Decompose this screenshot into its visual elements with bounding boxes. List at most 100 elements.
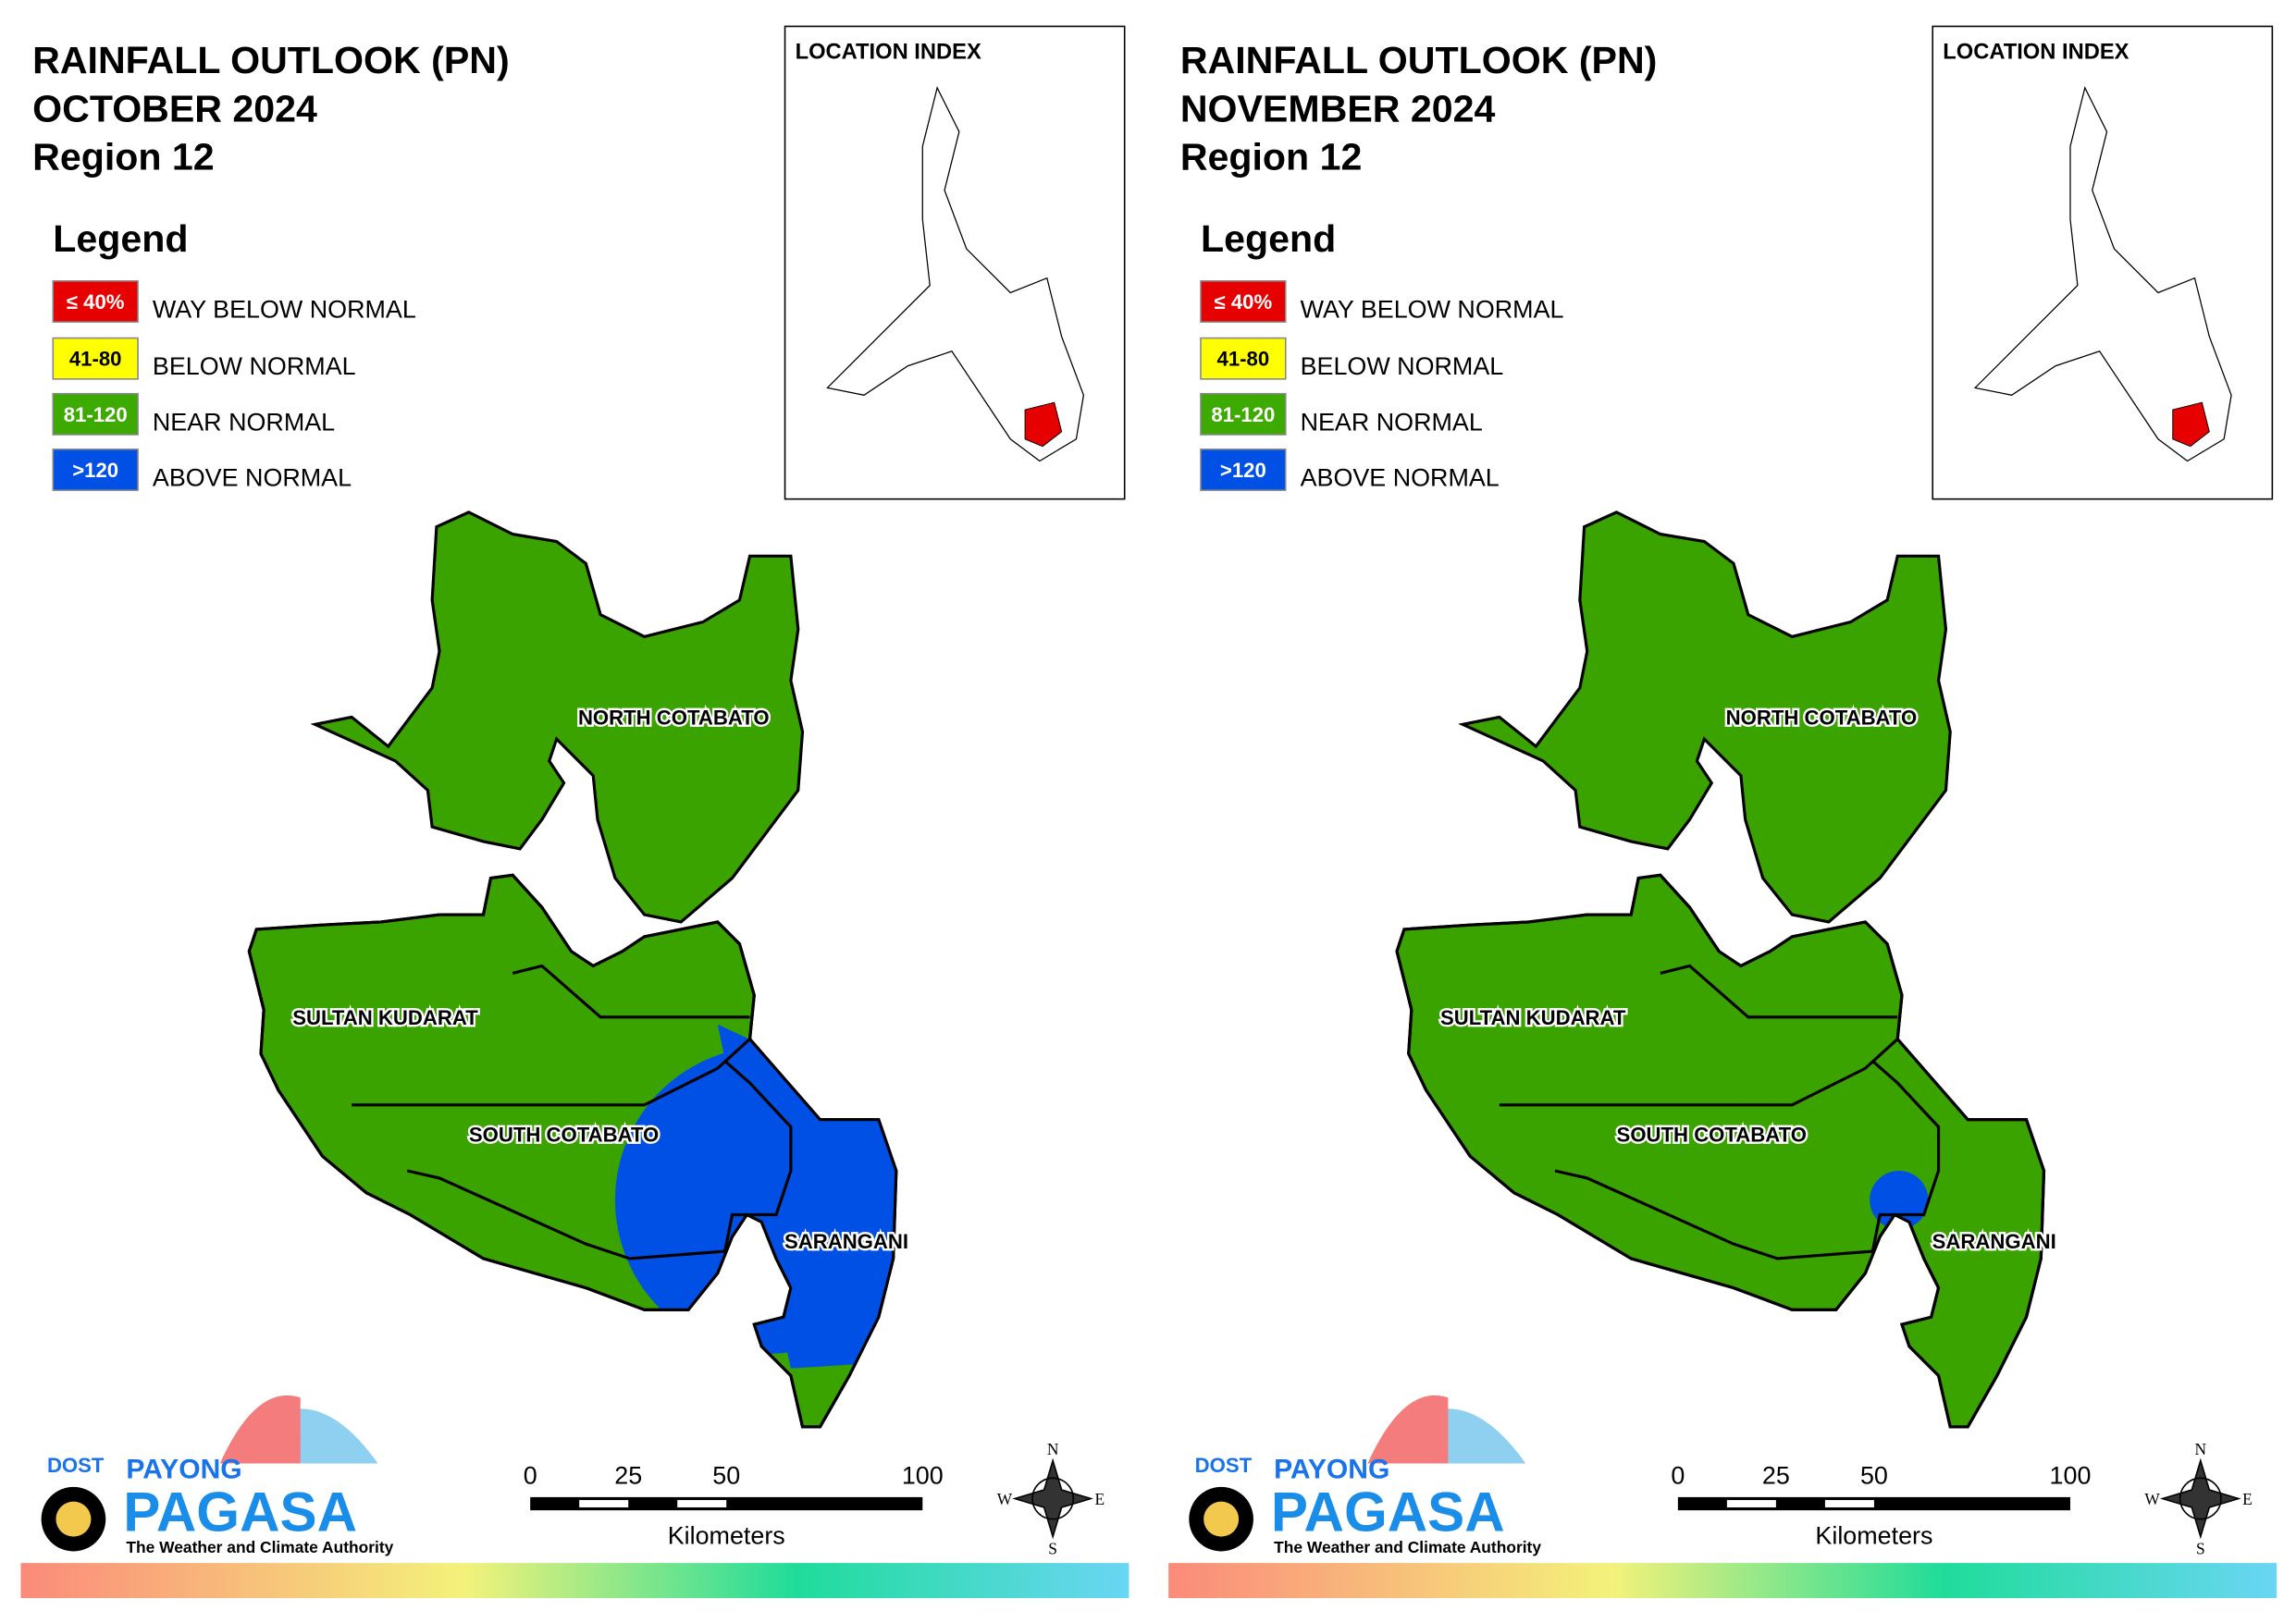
location-box — [1932, 25, 2274, 500]
title-line: RAINFALL OUTLOOK (PN) — [32, 39, 510, 81]
legend-swatch — [1200, 449, 1287, 491]
compass-letter: W — [2144, 1490, 2160, 1508]
scale-segment — [677, 1500, 727, 1507]
scale-unit: Kilometers — [668, 1522, 785, 1550]
logo-pagasa: PAGASA — [1271, 1481, 1505, 1543]
province-label: SOUTH COTABATO — [469, 1123, 659, 1146]
legend-swatch — [52, 337, 139, 380]
legend-label: 41-80 — [1217, 348, 1270, 371]
title-line: OCTOBER 2024 — [32, 87, 317, 129]
logo-tagline: The Weather and Climate Authority — [1274, 1538, 1541, 1556]
province-label: SULTAN KUDARAT — [292, 1006, 478, 1029]
legend-swatch — [1200, 337, 1287, 380]
province-border — [1870, 1060, 1941, 1252]
logo-seal-inner — [1204, 1501, 1240, 1537]
scale-tick-label: 100 — [902, 1462, 944, 1490]
scale-tick-label: 0 — [1671, 1462, 1685, 1490]
umbrella-left — [1367, 1395, 1449, 1464]
logo-pagasa: PAGASA — [123, 1481, 357, 1543]
compass-letter: E — [2242, 1490, 2253, 1508]
compass-rose — [1012, 1457, 1094, 1540]
compass-letter: S — [2196, 1540, 2205, 1558]
compass-letter: S — [1048, 1540, 1057, 1558]
province-label: SULTAN KUDARAT — [1440, 1006, 1626, 1029]
legend-title: Legend — [1201, 217, 1336, 260]
location-title: LOCATION INDEX — [796, 40, 981, 64]
legend-title: Legend — [53, 217, 188, 260]
scale-unit: Kilometers — [1815, 1522, 1932, 1550]
compass-letter: N — [1047, 1440, 1059, 1458]
color-band — [20, 1563, 1129, 1599]
legend-text: NEAR NORMAL — [153, 408, 335, 436]
legend-text: ABOVE NORMAL — [1301, 463, 1500, 491]
scale-tick-label: 0 — [524, 1462, 537, 1490]
province-label: NORTH COTABATO — [578, 706, 770, 729]
province-label: SARANGANI — [1932, 1230, 2056, 1253]
province-label: SOUTH COTABATO — [1617, 1123, 1807, 1146]
title-line: RAINFALL OUTLOOK (PN) — [1180, 39, 1658, 81]
compass-rose — [2159, 1457, 2241, 1540]
province-border — [512, 964, 750, 1019]
scale-tick-label: 25 — [614, 1462, 642, 1490]
legend-swatch — [1200, 392, 1287, 436]
province-area — [1458, 510, 1952, 924]
legend-label: ≤ 40% — [1215, 290, 1273, 314]
province-border — [1660, 964, 1898, 1019]
logo-dost: DOST — [1195, 1454, 1253, 1477]
umbrella-left — [219, 1395, 301, 1464]
logo-payong: PAYONG — [126, 1454, 241, 1484]
province-border — [352, 1038, 751, 1107]
legend-label: >120 — [1220, 459, 1266, 482]
logo-dost: DOST — [47, 1454, 105, 1477]
province-border — [406, 1169, 725, 1260]
compass-letter: W — [997, 1490, 1013, 1508]
scale-segment — [579, 1500, 629, 1507]
philippines-outline — [826, 86, 1085, 462]
legend-text: WAY BELOW NORMAL — [1301, 295, 1564, 323]
legend-text: ABOVE NORMAL — [153, 463, 352, 491]
province-border — [1554, 1169, 1873, 1260]
logo-tagline: The Weather and Climate Authority — [126, 1538, 393, 1556]
compass-ring — [1031, 1477, 1075, 1520]
title-line: NOVEMBER 2024 — [1180, 87, 1496, 129]
location-title: LOCATION INDEX — [1943, 40, 2129, 64]
province-border — [1499, 1038, 1899, 1107]
legend-label: >120 — [72, 459, 118, 482]
province-outline — [1395, 873, 2046, 1429]
panel: RAINFALL OUTLOOK (PN) OCTOBER 2024 Region … — [20, 25, 1129, 1599]
scale-segment — [1824, 1500, 1874, 1507]
province-area — [310, 510, 805, 924]
legend-swatch — [52, 392, 139, 436]
legend-text: WAY BELOW NORMAL — [153, 295, 416, 323]
scale-tick-label: 50 — [1860, 1462, 1888, 1490]
legend-label: ≤ 40% — [67, 290, 125, 314]
scale-tick-label: 50 — [712, 1462, 740, 1490]
scale-segment — [1726, 1500, 1776, 1507]
legend-text: BELOW NORMAL — [1301, 352, 1504, 380]
legend-swatch — [52, 280, 139, 323]
location-box — [784, 25, 1126, 500]
philippines-outline — [1973, 86, 2232, 462]
region-highlight — [1024, 401, 1063, 448]
logo-seal-inner — [56, 1501, 92, 1537]
compass-ring — [2179, 1477, 2222, 1520]
province-border — [723, 1060, 793, 1252]
legend-swatch — [52, 449, 139, 491]
scale-tick-label: 25 — [1762, 1462, 1790, 1490]
province-area — [1395, 873, 2046, 1429]
panel: RAINFALL OUTLOOK (PN) NOVEMBER 2024 Region… — [1168, 25, 2277, 1599]
title-line: Region 12 — [32, 136, 215, 178]
region-highlight — [2172, 401, 2210, 448]
province-label: SARANGANI — [784, 1230, 908, 1253]
color-band — [1168, 1563, 2277, 1599]
legend-label: 81-120 — [64, 403, 128, 426]
legend-label: 41-80 — [69, 348, 122, 371]
legend-swatch — [1200, 280, 1287, 323]
title-line: Region 12 — [1180, 136, 1363, 178]
compass-letter: N — [2195, 1440, 2207, 1458]
compass-letter: E — [1094, 1490, 1105, 1508]
province-label: NORTH COTABATO — [1726, 706, 1918, 729]
scale-tick-label: 100 — [2050, 1462, 2092, 1490]
legend-label: 81-120 — [1211, 403, 1275, 426]
